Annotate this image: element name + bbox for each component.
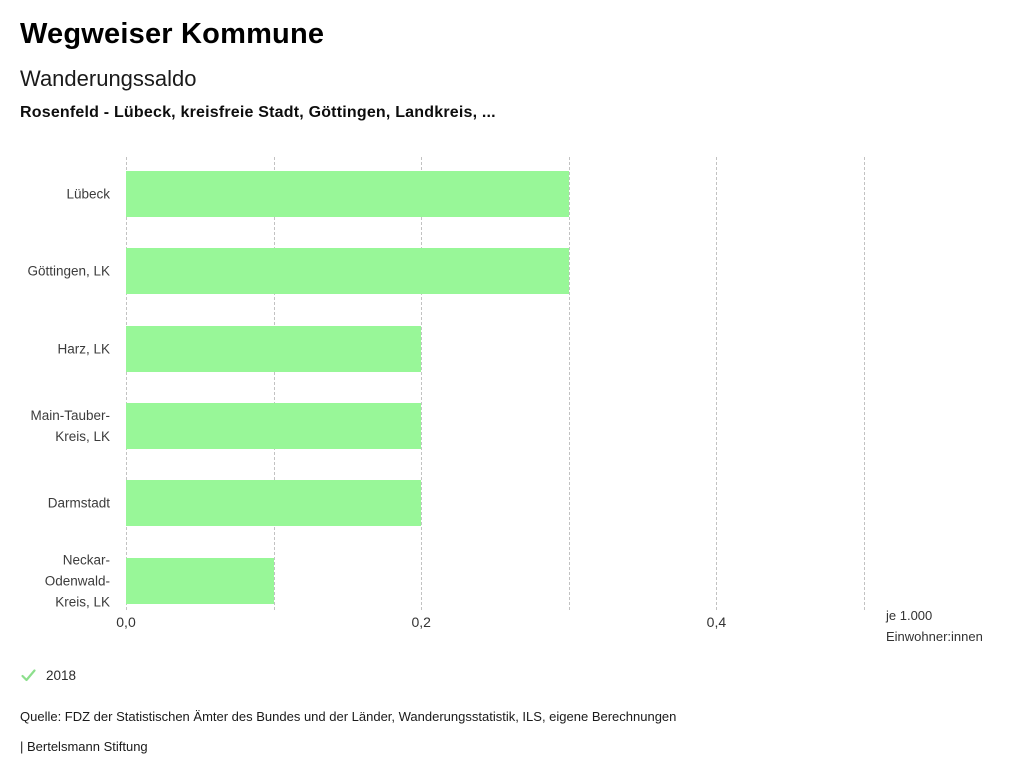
- x-axis-ticks: 0,0 0,2 0,4: [116, 614, 864, 634]
- gridline: [126, 157, 127, 610]
- gridline: [273, 157, 275, 610]
- bar[interactable]: [126, 248, 569, 295]
- x-tick-label: 0,2: [411, 614, 431, 630]
- gridline: [421, 157, 423, 610]
- indicator-title: Wanderungssaldo: [20, 66, 197, 91]
- page-title: Wegweiser Kommune: [20, 18, 325, 50]
- bar[interactable]: [126, 402, 422, 449]
- category-label: Harz, LK: [57, 341, 110, 357]
- category-label: Darmstadt: [47, 495, 110, 511]
- source-note: Quelle: FDZ der Statistischen Ämter des …: [20, 709, 677, 724]
- x-tick-label: 0,4: [706, 614, 727, 630]
- category-label: Main-Tauber- Kreis, LK: [30, 407, 110, 444]
- gridline: [716, 157, 718, 610]
- branding-note: | Bertelsmann Stiftung: [20, 739, 148, 754]
- category-label: Neckar- Odenwald- Kreis, LK: [44, 552, 110, 609]
- category-labels: Lübeck Göttingen, LK Harz, LK Main-Tauber- …: [0, 157, 118, 610]
- category-label: Göttingen, LK: [27, 263, 110, 279]
- legend-year-label: 2018: [46, 668, 77, 683]
- selection-subtitle: Rosenfeld - Lübeck, kreisfreie Stadt, Gö…: [20, 104, 496, 121]
- axis-unit-label: je 1.000 Einwohner:innen: [886, 608, 983, 644]
- bar[interactable]: [126, 325, 422, 372]
- bar-chart: Lübeck Göttingen, LK Harz, LK Main-Tauber- …: [0, 157, 1024, 657]
- category-label: Lübeck: [66, 186, 110, 202]
- x-tick-label: 0,0: [116, 614, 136, 630]
- check-icon: [21, 669, 36, 682]
- legend-item-2018[interactable]: 2018: [20, 667, 76, 684]
- bar[interactable]: [126, 171, 569, 217]
- gridline: [568, 157, 570, 610]
- plot-area: [126, 157, 865, 610]
- bar[interactable]: [126, 557, 274, 604]
- gridline: [864, 157, 865, 610]
- bar[interactable]: [126, 480, 422, 527]
